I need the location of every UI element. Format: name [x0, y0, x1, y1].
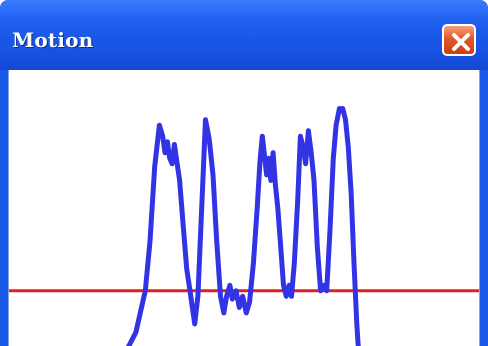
motion-signal-line [126, 106, 361, 346]
title-bar[interactable]: Motion [0, 0, 488, 70]
motion-graph [9, 106, 479, 346]
window-title: Motion [12, 28, 94, 52]
close-button[interactable] [442, 24, 476, 56]
close-icon [452, 33, 470, 51]
motion-graph-area [8, 70, 480, 346]
